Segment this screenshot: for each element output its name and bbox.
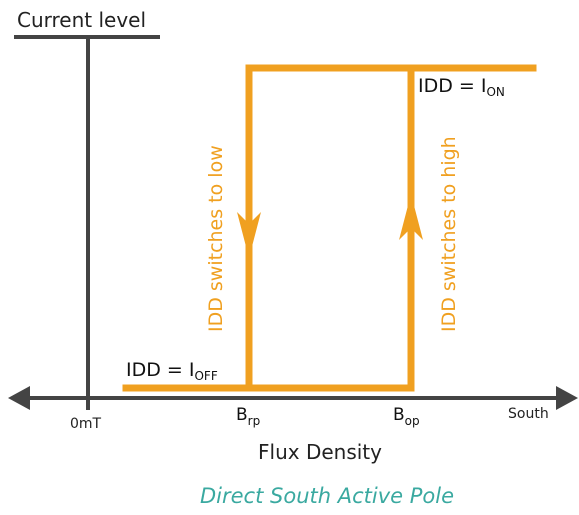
bop-label-main: B	[393, 405, 405, 425]
ioff-label: IDD = IOFF	[126, 359, 218, 383]
ioff-label-prefix: IDD = I	[126, 359, 194, 381]
switch-high-label: IDD switches to high	[438, 136, 460, 332]
switch-low-arrow	[237, 212, 261, 258]
ion-label: IDD = ION	[418, 75, 505, 99]
bop-label-sub: op	[405, 414, 420, 428]
ion-label-sub: ON	[486, 85, 504, 99]
x-axis-left-arrowhead	[8, 386, 30, 410]
switch-high-arrow	[399, 194, 423, 240]
ioff-label-sub: OFF	[194, 369, 217, 383]
brp-label-main: B	[236, 405, 248, 425]
bop-label: Bop	[393, 405, 420, 428]
hysteresis-curve	[122, 64, 537, 392]
brp-label: Brp	[236, 405, 260, 428]
switch-low-label: IDD switches to low	[205, 145, 227, 332]
origin-label: 0mT	[70, 416, 102, 432]
y-axis-label: Current level	[17, 8, 146, 32]
south-label: South	[508, 406, 549, 422]
x-axis-right-arrowhead	[556, 386, 578, 410]
ion-label-prefix: IDD = I	[418, 75, 486, 97]
x-axis-label: Flux Density	[258, 440, 382, 464]
brp-label-sub: rp	[248, 414, 261, 428]
caption: Direct South Active Pole	[200, 484, 454, 508]
